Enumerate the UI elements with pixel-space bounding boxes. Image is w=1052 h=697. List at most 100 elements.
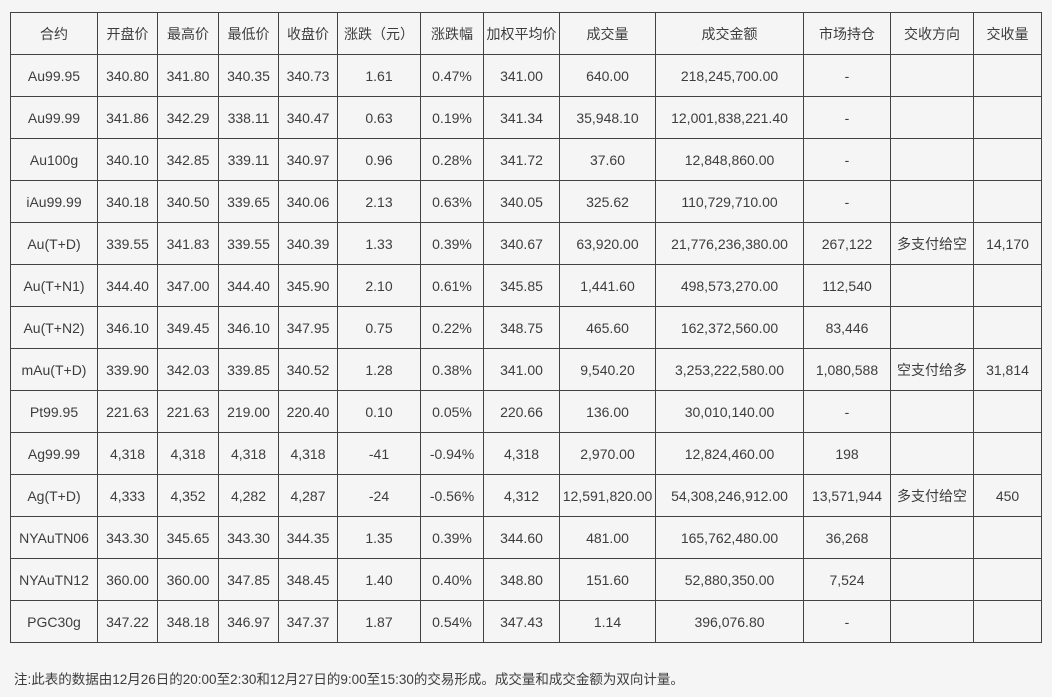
table-cell: 348.75 bbox=[483, 306, 560, 349]
table-cell bbox=[890, 432, 974, 475]
table-cell: 110,729,710.00 bbox=[655, 180, 804, 223]
table-row: NYAuTN12 360.00 360.00 347.85 348.45 1.40 0.40… bbox=[10, 558, 1042, 601]
table-cell: 339.55 bbox=[218, 222, 279, 265]
table-cell: 220.66 bbox=[483, 390, 560, 433]
table-cell: 52,880,350.00 bbox=[655, 558, 804, 601]
table-cell: 12,824,460.00 bbox=[655, 432, 804, 475]
header-cell-4: 收盘价 bbox=[278, 12, 338, 55]
table-cell: 1,441.60 bbox=[559, 264, 656, 307]
table-cell: 341.86 bbox=[97, 96, 158, 139]
table-cell: 396,076.80 bbox=[655, 600, 804, 643]
table-cell: 346.10 bbox=[218, 306, 279, 349]
table-cell: 4,318 bbox=[483, 432, 560, 475]
table-cell: 348.18 bbox=[157, 600, 219, 643]
table-cell: - bbox=[803, 390, 891, 433]
header-cell-8: 成交量 bbox=[559, 12, 656, 55]
table-cell: 339.11 bbox=[218, 138, 279, 181]
table-cell: 347.37 bbox=[278, 600, 338, 643]
table-cell: 136.00 bbox=[559, 390, 656, 433]
table-cell: 343.30 bbox=[97, 516, 158, 559]
table-cell: 4,333 bbox=[97, 474, 158, 517]
contract-cell: mAu(T+D) bbox=[10, 348, 98, 391]
contract-cell: Ag(T+D) bbox=[10, 474, 98, 517]
table-cell: 21,776,236,380.00 bbox=[655, 222, 804, 265]
table-cell: 498,573,270.00 bbox=[655, 264, 804, 307]
header-cell-10: 市场持仓 bbox=[803, 12, 891, 55]
table-cell: 多支付给空 bbox=[890, 222, 974, 265]
contract-cell: NYAuTN06 bbox=[10, 516, 98, 559]
table-cell: 219.00 bbox=[218, 390, 279, 433]
table-cell bbox=[973, 180, 1042, 223]
table-cell: 9,540.20 bbox=[559, 348, 656, 391]
table-cell: 340.06 bbox=[278, 180, 338, 223]
contract-cell: Au(T+D) bbox=[10, 222, 98, 265]
table-cell: 1.33 bbox=[337, 222, 421, 265]
table-cell: 4,352 bbox=[157, 474, 219, 517]
table-cell: 345.90 bbox=[278, 264, 338, 307]
table-cell: 340.67 bbox=[483, 222, 560, 265]
contract-cell: NYAuTN12 bbox=[10, 558, 98, 601]
table-cell: 345.65 bbox=[157, 516, 219, 559]
table-cell: 165,762,480.00 bbox=[655, 516, 804, 559]
table-cell bbox=[973, 54, 1042, 97]
table-cell: 36,268 bbox=[803, 516, 891, 559]
table-cell: -0.94% bbox=[420, 432, 484, 475]
contract-cell: Au99.95 bbox=[10, 54, 98, 97]
table-cell: 空支付给多 bbox=[890, 348, 974, 391]
table-cell: 2,970.00 bbox=[559, 432, 656, 475]
table-cell: 340.52 bbox=[278, 348, 338, 391]
table-cell: 54,308,246,912.00 bbox=[655, 474, 804, 517]
table-cell: 347.95 bbox=[278, 306, 338, 349]
table-cell: 多支付给空 bbox=[890, 474, 974, 517]
table-cell: 347.43 bbox=[483, 600, 560, 643]
table-cell: 340.39 bbox=[278, 222, 338, 265]
table-cell bbox=[890, 390, 974, 433]
table-cell: 348.80 bbox=[483, 558, 560, 601]
table-row: mAu(T+D) 339.90 342.03 339.85 340.52 1.28 0.38… bbox=[10, 348, 1042, 391]
table-cell: - bbox=[803, 54, 891, 97]
table-cell: 2.13 bbox=[337, 180, 421, 223]
contract-cell: Au(T+N1) bbox=[10, 264, 98, 307]
table-cell: -0.56% bbox=[420, 474, 484, 517]
table-cell: 162,372,560.00 bbox=[655, 306, 804, 349]
table-cell: 344.60 bbox=[483, 516, 560, 559]
table-cell: 35,948.10 bbox=[559, 96, 656, 139]
table-cell: 1.14 bbox=[559, 600, 656, 643]
table-cell bbox=[890, 264, 974, 307]
table-row: iAu99.99 340.18 340.50 339.65 340.06 2.13 0.63… bbox=[10, 180, 1042, 223]
table-cell: 0.63% bbox=[420, 180, 484, 223]
table-cell: 0.96 bbox=[337, 138, 421, 181]
footnote: 注:此表的数据由12月26日的20:00至2:30和12月27日的9:00至15… bbox=[14, 672, 684, 687]
contract-cell: PGC30g bbox=[10, 600, 98, 643]
header-cell-11: 交收方向 bbox=[890, 12, 974, 55]
table-cell: 0.54% bbox=[420, 600, 484, 643]
table-cell bbox=[890, 600, 974, 643]
table-cell: 0.75 bbox=[337, 306, 421, 349]
table-row: PGC30g 347.22 348.18 346.97 347.37 1.87 0.54% 3… bbox=[10, 600, 1042, 643]
table-cell: 0.39% bbox=[420, 222, 484, 265]
table-cell: -41 bbox=[337, 432, 421, 475]
table-header: 合约 开盘价 最高价 最低价 收盘价 涨跌（元） 涨跌幅 加权平均价 成交量 成交金额 市场持仓 交收… bbox=[10, 12, 1042, 55]
table-cell: 340.50 bbox=[157, 180, 219, 223]
table-cell: 0.05% bbox=[420, 390, 484, 433]
table-cell: 0.61% bbox=[420, 264, 484, 307]
table-cell: 0.40% bbox=[420, 558, 484, 601]
table-row: Au99.99 341.86 342.29 338.11 340.47 0.63 0.19%… bbox=[10, 96, 1042, 139]
table-row: Ag99.99 4,318 4,318 4,318 4,318 -41 -0.94% 4,31… bbox=[10, 432, 1042, 475]
contract-cell: Pt99.95 bbox=[10, 390, 98, 433]
table-cell: 341.00 bbox=[483, 54, 560, 97]
table-cell: 151.60 bbox=[559, 558, 656, 601]
table-cell bbox=[973, 432, 1042, 475]
table-cell bbox=[890, 180, 974, 223]
table-cell: 349.45 bbox=[157, 306, 219, 349]
table-cell: 220.40 bbox=[278, 390, 338, 433]
table-cell: 1.35 bbox=[337, 516, 421, 559]
table-cell bbox=[890, 96, 974, 139]
table-row: Au(T+N2) 346.10 349.45 346.10 347.95 0.75 0.22… bbox=[10, 306, 1042, 349]
header-cell-3: 最低价 bbox=[218, 12, 279, 55]
table-cell: 221.63 bbox=[157, 390, 219, 433]
table-cell: 63,920.00 bbox=[559, 222, 656, 265]
table-cell: 340.47 bbox=[278, 96, 338, 139]
table-cell: 340.35 bbox=[218, 54, 279, 97]
